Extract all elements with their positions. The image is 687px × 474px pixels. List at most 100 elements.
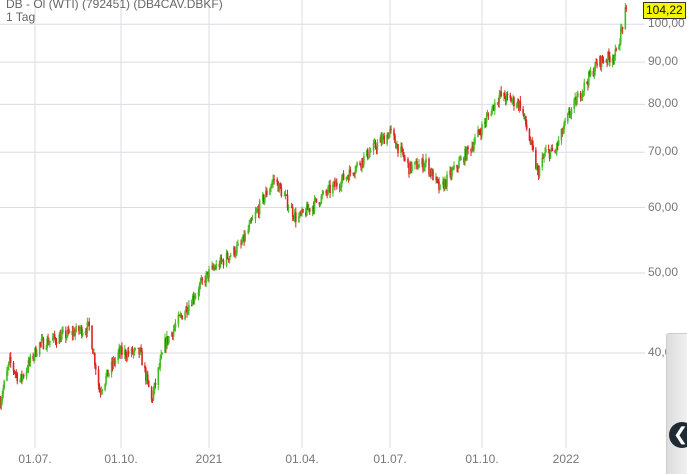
candle — [120, 345, 122, 355]
candle — [387, 132, 389, 140]
candle — [225, 249, 228, 268]
candle — [46, 335, 48, 352]
candle — [466, 146, 468, 161]
candle — [124, 348, 127, 362]
candle — [144, 362, 146, 373]
candle — [60, 329, 62, 343]
candle — [541, 152, 544, 171]
candle — [172, 325, 175, 341]
candle — [140, 344, 142, 353]
candle — [313, 195, 316, 215]
candle — [480, 127, 482, 141]
candle — [276, 177, 278, 186]
candle — [233, 245, 235, 257]
candle — [556, 142, 558, 157]
candle — [380, 132, 383, 147]
candle — [496, 102, 499, 105]
candle — [531, 137, 534, 151]
candle — [7, 364, 9, 376]
candle — [460, 155, 462, 161]
candle — [98, 383, 101, 393]
candle — [432, 168, 434, 181]
candle — [147, 380, 150, 388]
candle — [451, 167, 453, 180]
candle — [22, 374, 24, 382]
candle — [38, 341, 41, 357]
candle — [166, 331, 168, 350]
candle — [181, 315, 184, 320]
x-tick-label: 01.07. — [18, 452, 52, 466]
candle — [205, 270, 207, 288]
candle — [456, 164, 458, 173]
candle — [305, 207, 307, 218]
candle — [165, 337, 167, 353]
x-tick-label: 01.10. — [104, 452, 138, 466]
candle — [618, 44, 620, 50]
candle — [325, 189, 327, 196]
candle — [197, 287, 200, 301]
candle — [525, 115, 527, 128]
candle — [237, 239, 239, 247]
candle — [187, 306, 189, 315]
candle — [150, 385, 153, 403]
candle — [244, 230, 246, 243]
candle — [408, 162, 410, 178]
candle — [347, 174, 350, 183]
candle — [373, 138, 376, 144]
candle — [54, 336, 57, 346]
candle — [570, 107, 573, 120]
candle — [74, 328, 76, 341]
side-panel-tab[interactable]: ❮ — [666, 333, 687, 474]
candle — [389, 125, 391, 138]
y-tick-label: 80,00 — [648, 96, 679, 111]
candle — [213, 263, 215, 272]
candle — [600, 56, 603, 72]
candle — [383, 132, 385, 145]
candle — [353, 172, 356, 178]
candle — [390, 125, 392, 134]
candle — [306, 201, 308, 217]
candle — [599, 55, 602, 71]
candle — [388, 132, 390, 139]
candle — [512, 94, 514, 106]
candle — [161, 351, 163, 356]
candle — [361, 158, 363, 173]
candle — [204, 275, 206, 287]
candle — [477, 125, 479, 138]
candle — [573, 97, 576, 114]
candle — [511, 99, 513, 105]
candle — [287, 204, 290, 213]
candle — [104, 383, 106, 392]
candle — [596, 59, 598, 69]
candle — [422, 154, 424, 173]
candle — [9, 351, 12, 368]
candle — [530, 139, 533, 145]
candle — [88, 317, 91, 331]
candle — [376, 139, 379, 155]
candle — [308, 207, 311, 216]
candle — [25, 367, 28, 380]
candle — [568, 106, 571, 119]
candle — [45, 344, 48, 351]
candle — [8, 361, 10, 370]
candle — [300, 209, 302, 217]
candle — [277, 180, 280, 192]
candle — [551, 144, 554, 152]
candle — [483, 118, 486, 129]
candle — [577, 90, 579, 98]
candle — [207, 271, 209, 282]
candle — [1, 390, 4, 405]
candle — [110, 357, 113, 378]
chevron-left-icon[interactable]: ❮ — [669, 422, 687, 448]
y-tick-label: 60,00 — [648, 199, 679, 214]
candle — [113, 357, 116, 367]
candle — [326, 189, 328, 199]
candle — [111, 357, 114, 372]
candle — [443, 178, 445, 192]
candle — [349, 166, 352, 177]
candle — [430, 167, 432, 179]
candle — [199, 277, 202, 290]
candle — [562, 125, 565, 135]
candle — [87, 321, 90, 327]
candle — [249, 218, 252, 224]
